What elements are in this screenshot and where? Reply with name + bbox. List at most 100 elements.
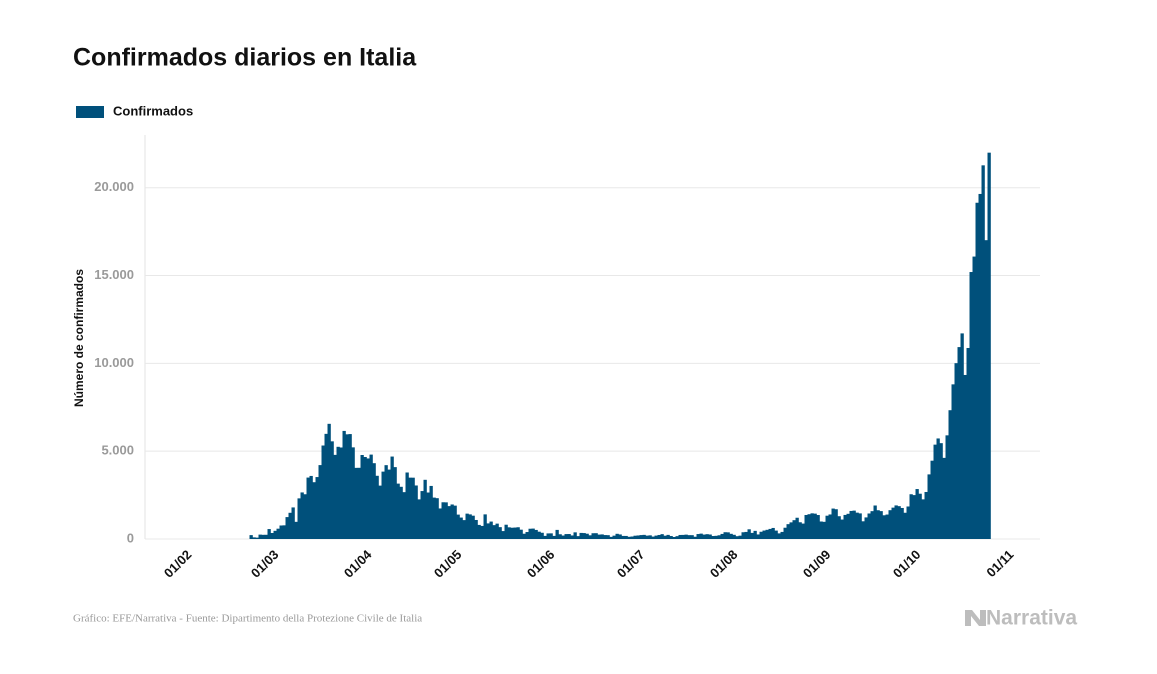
bar <box>429 485 433 539</box>
bar <box>780 531 784 539</box>
legend-label: Confirmados <box>113 103 193 118</box>
bar <box>849 510 853 539</box>
bar <box>699 533 703 539</box>
bar <box>480 525 484 539</box>
bar <box>462 520 466 539</box>
bar <box>666 534 670 539</box>
bar <box>582 533 586 539</box>
bar <box>315 477 319 539</box>
y-tick-label: 5.000 <box>101 443 134 458</box>
bar <box>777 533 781 539</box>
bar <box>834 509 838 539</box>
source-note: Gráfico: EFE/Narrativa - Fuente: Diparti… <box>73 613 422 625</box>
bar <box>297 498 301 539</box>
bar <box>807 514 811 539</box>
bar <box>915 489 919 539</box>
bar <box>972 256 976 539</box>
bar <box>651 536 655 539</box>
bar <box>402 492 406 539</box>
bar <box>492 525 496 539</box>
bar <box>606 535 610 539</box>
bar <box>543 535 547 539</box>
bar <box>591 533 595 539</box>
bar <box>660 534 664 539</box>
bar <box>789 522 793 539</box>
bar <box>411 477 415 539</box>
bar <box>663 535 667 539</box>
bar <box>273 530 277 539</box>
bar <box>477 524 481 539</box>
bar <box>948 410 952 539</box>
bar <box>600 534 604 539</box>
x-tick-label: 01/02 <box>161 547 195 581</box>
bar <box>750 532 754 539</box>
bar <box>648 535 652 539</box>
bar <box>552 535 556 539</box>
bar <box>945 435 949 539</box>
bar <box>339 447 343 539</box>
bar <box>489 521 493 539</box>
bar <box>474 519 478 539</box>
bar <box>558 534 562 539</box>
bar <box>642 534 646 539</box>
bar <box>702 534 706 539</box>
bar <box>708 534 712 539</box>
bar <box>264 534 268 539</box>
bar <box>771 527 775 539</box>
brand-logo: Narrativa <box>965 607 1077 630</box>
bar <box>891 507 895 539</box>
bar <box>741 532 745 539</box>
x-tick-label: 01/10 <box>890 547 924 581</box>
bar <box>285 517 289 539</box>
bar <box>360 455 364 539</box>
bar <box>267 529 271 539</box>
bar <box>537 531 541 539</box>
legend-swatch <box>76 106 104 118</box>
bar <box>621 535 625 539</box>
y-tick-label: 15.000 <box>94 267 134 282</box>
bar <box>855 512 859 539</box>
bar <box>876 510 880 539</box>
bar <box>321 445 325 539</box>
bar <box>630 536 634 539</box>
bar <box>423 479 427 539</box>
bar <box>624 535 628 539</box>
bar <box>483 514 487 539</box>
bar <box>534 529 538 539</box>
bar <box>885 514 889 539</box>
bar <box>714 535 718 539</box>
bar <box>909 494 913 539</box>
bar <box>639 535 643 539</box>
bar <box>861 521 865 539</box>
bar <box>924 491 928 539</box>
bar <box>447 506 451 539</box>
bar <box>633 535 637 539</box>
bar <box>858 513 862 539</box>
x-tick-label: 01/08 <box>707 547 741 581</box>
bar <box>498 527 502 539</box>
bar <box>312 482 316 539</box>
bar <box>378 485 382 539</box>
bar <box>291 507 295 539</box>
y-tick-label: 10.000 <box>94 355 134 370</box>
bar <box>513 527 517 539</box>
x-tick-label: 01/04 <box>341 546 375 580</box>
bar <box>510 527 514 539</box>
bar <box>654 535 658 539</box>
bar <box>759 531 763 539</box>
bar <box>609 536 613 539</box>
bar <box>636 535 640 539</box>
bar <box>783 527 787 539</box>
bar <box>906 506 910 539</box>
bar <box>825 515 829 539</box>
bar <box>837 516 841 539</box>
bar <box>501 531 505 539</box>
bar <box>414 485 418 539</box>
bar <box>579 532 583 539</box>
bar <box>816 515 820 539</box>
bar <box>675 536 679 539</box>
bar <box>747 529 751 539</box>
bar <box>801 523 805 539</box>
bar <box>870 511 874 539</box>
bar <box>963 374 967 539</box>
